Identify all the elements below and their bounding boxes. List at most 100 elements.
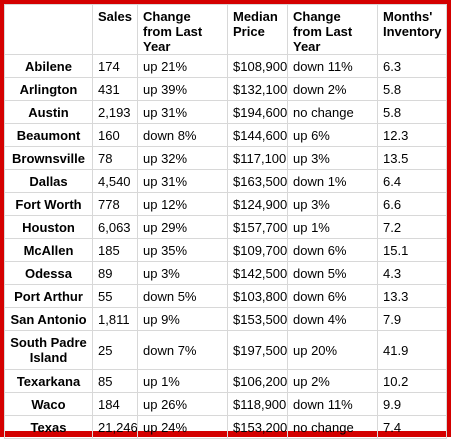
data-cell: 5.8 (377, 100, 447, 124)
data-cell: $103,800 (227, 284, 288, 308)
data-cell: $106,200 (227, 369, 288, 393)
data-cell: $118,900 (227, 392, 288, 416)
data-cell: 78 (92, 146, 138, 170)
data-cell: 4,540 (92, 169, 138, 193)
city-cell: Port Arthur (4, 284, 93, 308)
table-row: Texarkana 85 up 1% $106,200 up 2% 10.2 (4, 369, 447, 393)
data-cell: 6.4 (377, 169, 447, 193)
city-cell: McAllen (4, 238, 93, 262)
data-cell: up 3% (287, 146, 378, 170)
data-cell: 4.3 (377, 261, 447, 285)
city-cell: Brownsville (4, 146, 93, 170)
data-cell: no change (287, 100, 378, 124)
table-row: Abilene 174 up 21% $108,900 down 11% 6.3 (4, 54, 447, 78)
data-cell: up 1% (137, 369, 228, 393)
city-cell: Texas (4, 415, 93, 439)
city-cell: Houston (4, 215, 93, 239)
data-cell: down 11% (287, 54, 378, 78)
table-row: Houston 6,063 up 29% $157,700 up 1% 7.2 (4, 215, 447, 239)
data-cell: 12.3 (377, 123, 447, 147)
city-cell: Austin (4, 100, 93, 124)
header-cell: Months' Inventory (377, 4, 447, 55)
market-table: Sales Change from Last Year Median Price Ch… (4, 4, 447, 439)
city-cell: Fort Worth (4, 192, 93, 216)
data-cell: 778 (92, 192, 138, 216)
data-cell: up 31% (137, 169, 228, 193)
data-cell: down 1% (287, 169, 378, 193)
data-cell: down 6% (287, 238, 378, 262)
data-cell: 431 (92, 77, 138, 101)
data-cell: $142,500 (227, 261, 288, 285)
data-cell: up 39% (137, 77, 228, 101)
data-cell: up 3% (287, 192, 378, 216)
data-cell: 41.9 (377, 330, 447, 370)
table-row: Waco 184 up 26% $118,900 down 11% 9.9 (4, 392, 447, 416)
header-row: Sales Change from Last Year Median Price Ch… (4, 4, 447, 55)
data-cell: 13.3 (377, 284, 447, 308)
data-cell: 13.5 (377, 146, 447, 170)
table-row: Austin 2,193 up 31% $194,600 no change 5.8 (4, 100, 447, 124)
data-cell: up 21% (137, 54, 228, 78)
data-cell: $124,900 (227, 192, 288, 216)
data-cell: 21,246 (92, 415, 138, 439)
table-row: Port Arthur 55 down 5% $103,800 down 6% 13.3 (4, 284, 447, 308)
data-cell: $108,900 (227, 54, 288, 78)
data-cell: $153,500 (227, 307, 288, 331)
data-cell: 6.6 (377, 192, 447, 216)
data-cell: 2,193 (92, 100, 138, 124)
table-row: Arlington 431 up 39% $132,100 down 2% 5.8 (4, 77, 447, 101)
data-cell: down 5% (287, 261, 378, 285)
data-cell: $144,600 (227, 123, 288, 147)
data-cell: down 5% (137, 284, 228, 308)
city-cell: Waco (4, 392, 93, 416)
data-cell: up 32% (137, 146, 228, 170)
data-cell: up 2% (287, 369, 378, 393)
table-row: Dallas 4,540 up 31% $163,500 down 1% 6.4 (4, 169, 447, 193)
data-cell: 7.9 (377, 307, 447, 331)
data-cell: up 9% (137, 307, 228, 331)
data-cell: up 26% (137, 392, 228, 416)
header-cell (4, 4, 93, 55)
table-row: McAllen 185 up 35% $109,700 down 6% 15.1 (4, 238, 447, 262)
data-cell: 55 (92, 284, 138, 308)
data-cell: no change (287, 415, 378, 439)
data-cell: 160 (92, 123, 138, 147)
data-cell: 25 (92, 330, 138, 370)
header-cell: Change from Last Year (287, 4, 378, 55)
data-cell: 6.3 (377, 54, 447, 78)
data-cell: down 6% (287, 284, 378, 308)
table-row: Beaumont 160 down 8% $144,600 up 6% 12.3 (4, 123, 447, 147)
data-cell: $117,100 (227, 146, 288, 170)
data-cell: 174 (92, 54, 138, 78)
city-cell: San Antonio (4, 307, 93, 331)
data-cell: 10.2 (377, 369, 447, 393)
data-cell: up 12% (137, 192, 228, 216)
data-cell: 1,811 (92, 307, 138, 331)
city-cell: Texarkana (4, 369, 93, 393)
data-cell: 7.2 (377, 215, 447, 239)
city-cell: Arlington (4, 77, 93, 101)
table-row: South Padre Island 25 down 7% $197,500 up 20… (4, 330, 447, 370)
data-cell: 9.9 (377, 392, 447, 416)
table-body: Abilene 174 up 21% $108,900 down 11% 6.3 Arlin… (4, 54, 447, 439)
data-cell: $194,600 (227, 100, 288, 124)
data-cell: up 3% (137, 261, 228, 285)
data-cell: $197,500 (227, 330, 288, 370)
data-cell: $163,500 (227, 169, 288, 193)
data-cell: 85 (92, 369, 138, 393)
data-cell: 5.8 (377, 77, 447, 101)
table-row: Texas 21,246 up 24% $153,200 no change 7.4 (4, 415, 447, 439)
table-row: Odessa 89 up 3% $142,500 down 5% 4.3 (4, 261, 447, 285)
data-cell: down 2% (287, 77, 378, 101)
data-cell: 89 (92, 261, 138, 285)
data-cell: up 20% (287, 330, 378, 370)
data-cell: up 24% (137, 415, 228, 439)
header-cell: Sales (92, 4, 138, 55)
data-cell: up 1% (287, 215, 378, 239)
data-cell: 6,063 (92, 215, 138, 239)
data-cell: down 7% (137, 330, 228, 370)
city-cell: Dallas (4, 169, 93, 193)
data-cell: 184 (92, 392, 138, 416)
data-cell: down 11% (287, 392, 378, 416)
city-cell: Odessa (4, 261, 93, 285)
